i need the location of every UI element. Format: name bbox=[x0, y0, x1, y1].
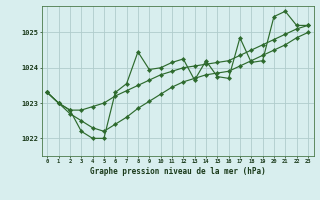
X-axis label: Graphe pression niveau de la mer (hPa): Graphe pression niveau de la mer (hPa) bbox=[90, 167, 266, 176]
